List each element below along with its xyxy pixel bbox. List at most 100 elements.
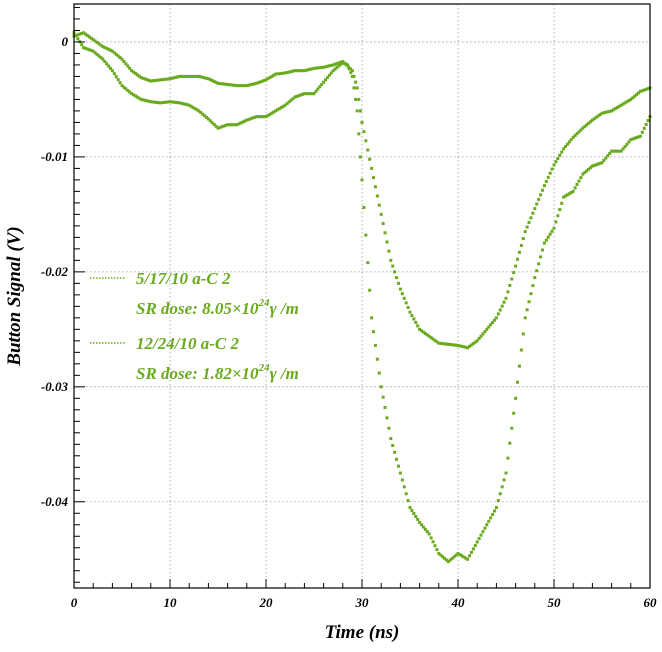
data-point: [635, 136, 639, 140]
data-point: [633, 136, 637, 140]
data-point: [93, 39, 97, 43]
data-point: [320, 82, 324, 86]
data-point: [554, 220, 558, 224]
data-point: [554, 160, 558, 164]
data-point: [516, 380, 520, 384]
data-point: [456, 552, 460, 556]
data-point: [327, 73, 331, 77]
data-point: [540, 248, 544, 252]
data-point: [558, 153, 562, 157]
data-point: [300, 92, 304, 96]
data-point: [631, 96, 635, 100]
data-point: [375, 357, 379, 361]
data-point: [372, 330, 376, 334]
data-point: [606, 154, 610, 158]
data-point: [220, 125, 224, 129]
data-point: [254, 115, 258, 119]
y-tick-label: -0.03: [41, 379, 69, 394]
data-point: [222, 82, 226, 86]
data-point: [491, 512, 495, 516]
data-point: [396, 281, 400, 285]
data-point: [412, 317, 416, 321]
data-point: [608, 151, 612, 155]
data-point: [625, 142, 629, 146]
data-point: [398, 287, 402, 291]
data-point: [512, 271, 516, 275]
data-point: [617, 104, 621, 108]
data-point: [446, 560, 450, 564]
data-point: [172, 100, 176, 104]
data-point: [477, 337, 481, 341]
data-point: [512, 411, 516, 415]
data-point: [233, 123, 237, 127]
data-point: [281, 104, 285, 108]
data-point: [132, 70, 136, 74]
data-point: [448, 558, 452, 562]
data-point: [375, 194, 379, 198]
data-point: [473, 543, 477, 547]
data-point: [105, 62, 109, 66]
x-tick-label: 40: [451, 595, 466, 610]
data-point: [126, 88, 130, 92]
data-point: [80, 31, 84, 35]
data-point: [583, 171, 587, 175]
data-point: [277, 72, 281, 76]
data-point: [452, 343, 456, 347]
data-point: [546, 175, 550, 179]
data-point: [496, 499, 500, 503]
data-point: [519, 348, 523, 352]
data-point: [97, 42, 101, 46]
data-point: [587, 121, 591, 125]
data-point: [502, 478, 506, 482]
data-point: [82, 31, 86, 35]
data-point: [506, 456, 510, 460]
data-point: [84, 46, 88, 50]
data-point: [396, 464, 400, 468]
data-point: [523, 230, 527, 234]
data-point: [189, 74, 193, 78]
data-point: [135, 95, 139, 99]
data-point: [475, 540, 479, 544]
data-point: [454, 343, 458, 347]
data-point: [393, 270, 397, 274]
data-point: [304, 92, 308, 96]
data-point: [391, 443, 395, 447]
data-point: [110, 69, 114, 73]
data-point: [91, 49, 95, 53]
data-point: [514, 264, 518, 268]
data-point: [395, 276, 399, 280]
data-point: [439, 553, 443, 557]
data-point: [533, 276, 537, 280]
data-point: [293, 69, 297, 73]
data-point: [162, 77, 166, 81]
data-point: [441, 342, 445, 346]
data-point: [619, 103, 623, 107]
data-point: [373, 343, 377, 347]
data-point: [352, 86, 356, 90]
data-point: [571, 135, 575, 139]
data-point: [625, 100, 629, 104]
data-point: [342, 61, 346, 65]
data-point: [133, 71, 137, 75]
data-point: [427, 532, 431, 536]
data-point: [266, 77, 270, 81]
data-point: [228, 83, 232, 87]
data-point: [562, 195, 566, 199]
data-point: [487, 325, 491, 329]
data-point: [310, 67, 314, 71]
data-point: [314, 66, 318, 70]
data-point: [612, 108, 616, 112]
data-point: [116, 78, 120, 82]
data-point: [402, 296, 406, 300]
data-point: [569, 138, 573, 142]
data-point: [218, 82, 222, 86]
x-tick-label: 60: [644, 595, 658, 610]
data-point: [112, 51, 116, 55]
data-point: [304, 68, 308, 72]
legend-dose: SR dose: 1.82×1024γ /m: [136, 362, 299, 383]
data-point: [485, 523, 489, 527]
data-point: [360, 178, 364, 182]
data-point: [556, 214, 560, 218]
data-point: [239, 121, 243, 125]
data-point: [575, 182, 579, 186]
